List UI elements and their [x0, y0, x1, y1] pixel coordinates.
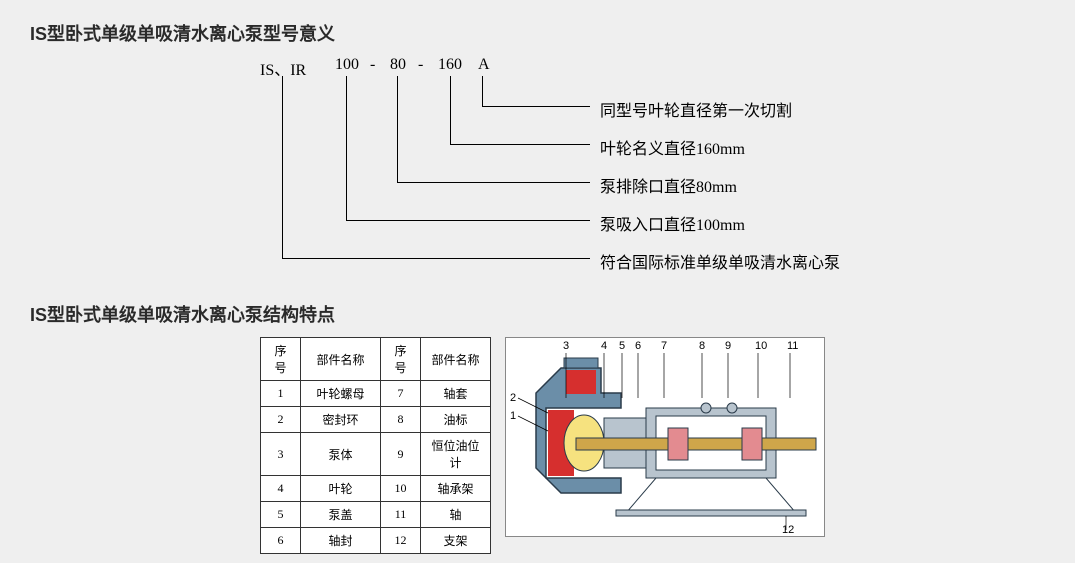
- table-header: 部件名称: [421, 338, 491, 381]
- model-code-fragment: A: [478, 56, 490, 74]
- diagram-part-number: 8: [699, 340, 705, 352]
- model-callout-label: 泵排除口直径80mm: [600, 173, 737, 197]
- diagram-part-number: 9: [725, 340, 731, 352]
- model-code-fragment: -: [370, 56, 375, 74]
- diagram-part-number: 2: [510, 392, 516, 404]
- table-row: 2密封环8油标: [261, 407, 491, 433]
- table-row: 4叶轮10轴承架: [261, 476, 491, 502]
- model-code-fragment: 160: [438, 56, 462, 74]
- structure-wrap: 序号部件名称序号部件名称1叶轮螺母7轴套2密封环8油标3泵体9恒位油位计4叶轮1…: [260, 337, 1045, 554]
- diagram-part-number: 10: [755, 340, 767, 352]
- model-callout-label: 叶轮名义直径160mm: [600, 135, 745, 159]
- diagram-part-number: 1: [510, 410, 516, 422]
- model-callout-label: 泵吸入口直径100mm: [600, 211, 745, 235]
- table-row: 5泵盖11轴: [261, 502, 491, 528]
- diagram-part-number: 3: [563, 340, 569, 352]
- table-header: 部件名称: [301, 338, 381, 381]
- diagram-part-number: 7: [661, 340, 667, 352]
- diagram-part-number: 4: [601, 340, 607, 352]
- diagram-part-number: 11: [787, 340, 798, 352]
- diagram-part-number: 12: [782, 524, 794, 536]
- table-header: 序号: [261, 338, 301, 381]
- model-callout-label: 符合国际标准单级单吸清水离心泵: [600, 249, 840, 273]
- table-row: 1叶轮螺母7轴套: [261, 381, 491, 407]
- diagram-part-number: 5: [619, 340, 625, 352]
- diagram-part-number: 6: [635, 340, 641, 352]
- model-breakdown: IS、IR100-80-160A同型号叶轮直径第一次切割叶轮名义直径160mm泵…: [260, 56, 1045, 301]
- section2-title: IS型卧式单级单吸清水离心泵结构特点: [30, 301, 1045, 327]
- model-code-fragment: 80: [390, 56, 406, 74]
- parts-table: 序号部件名称序号部件名称1叶轮螺母7轴套2密封环8油标3泵体9恒位油位计4叶轮1…: [260, 337, 491, 554]
- model-callout-label: 同型号叶轮直径第一次切割: [600, 97, 792, 121]
- section1-title: IS型卧式单级单吸清水离心泵型号意义: [30, 20, 1045, 46]
- model-code-fragment: IS、IR: [260, 56, 306, 80]
- table-row: 6轴封12支架: [261, 528, 491, 554]
- table-row: 3泵体9恒位油位计: [261, 433, 491, 476]
- model-code-fragment: 100: [335, 56, 359, 74]
- model-code-fragment: -: [418, 56, 423, 74]
- table-header: 序号: [381, 338, 421, 381]
- pump-cross-section-diagram: 345678910112112: [505, 337, 825, 537]
